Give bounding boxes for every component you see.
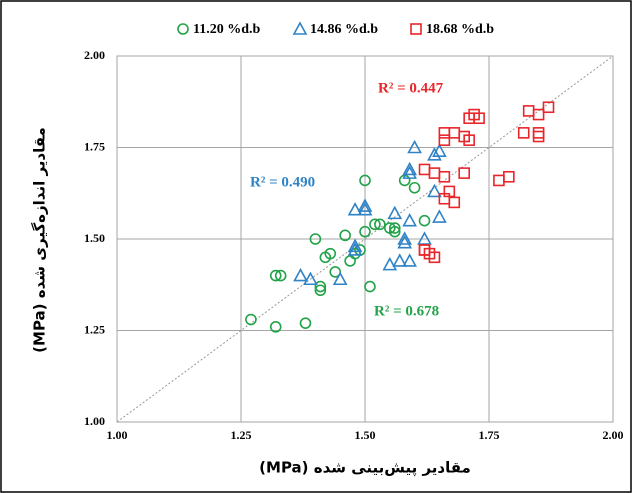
- legend-marker: [410, 23, 422, 35]
- annotation: R² = 0.490: [250, 174, 315, 190]
- point: [402, 253, 417, 267]
- point: [407, 139, 422, 154]
- x-tick-label: 1.25: [231, 428, 252, 442]
- y-axis-label: مقادیر اندازه‌گیری شده (MPa): [31, 127, 49, 353]
- point: [397, 231, 413, 245]
- point: [332, 271, 348, 286]
- x-tick-label: 1.75: [479, 428, 500, 442]
- point: [357, 198, 373, 212]
- point: [503, 170, 515, 183]
- point: [443, 185, 456, 198]
- point: [314, 280, 327, 293]
- point: [347, 238, 363, 253]
- annotation: R² = 0.678: [374, 303, 439, 319]
- x-tick-label: 2.00: [603, 428, 624, 442]
- point: [418, 214, 431, 227]
- point: [269, 269, 282, 282]
- point: [463, 134, 475, 146]
- x-tick-label: 1.50: [355, 428, 376, 442]
- point: [245, 313, 257, 326]
- point: [339, 229, 351, 242]
- legend-marker: [292, 21, 308, 35]
- point: [347, 202, 363, 216]
- legend-marker: [177, 23, 189, 35]
- y-tick-label: 1.00: [84, 414, 105, 428]
- point: [402, 165, 417, 179]
- point: [427, 183, 442, 198]
- point: [458, 167, 471, 179]
- point: [369, 218, 381, 231]
- y-tick-label: 2.00: [84, 48, 105, 62]
- point: [357, 202, 373, 216]
- point: [408, 181, 421, 194]
- point: [387, 205, 403, 220]
- point: [542, 101, 555, 114]
- point: [438, 134, 451, 146]
- point: [427, 147, 442, 161]
- point: [364, 280, 376, 293]
- point: [417, 231, 432, 245]
- annotation: R² = 0.447: [378, 80, 444, 96]
- point: [428, 251, 441, 264]
- point: [448, 196, 461, 209]
- plot-border: [116, 55, 614, 423]
- point: [359, 174, 371, 187]
- point: [473, 112, 485, 125]
- y-tick-label: 1.50: [84, 231, 105, 245]
- point: [324, 247, 337, 260]
- point: [299, 317, 312, 329]
- point: [397, 234, 413, 249]
- point: [347, 242, 363, 256]
- x-tick-label: 1.00: [107, 428, 128, 442]
- point: [269, 321, 282, 333]
- point: [374, 218, 386, 231]
- x-axis-label: مقادیر پیش‌بینی شده (MPa): [259, 459, 471, 478]
- point: [274, 269, 287, 282]
- point: [438, 170, 451, 183]
- point: [382, 256, 398, 271]
- point: [314, 284, 327, 297]
- y-tick-label: 1.75: [84, 139, 105, 153]
- legend-label: 11.20 %d.b: [193, 22, 261, 37]
- reference-line: [116, 55, 614, 423]
- point: [532, 108, 545, 121]
- point: [432, 143, 447, 157]
- point: [388, 225, 401, 238]
- point: [432, 209, 447, 223]
- y-tick-label: 1.25: [84, 322, 105, 336]
- point: [309, 233, 322, 245]
- point: [392, 253, 408, 267]
- point: [303, 271, 318, 286]
- point: [293, 267, 308, 282]
- legend-label: 14.86 %d.b: [310, 22, 378, 37]
- point: [388, 222, 401, 234]
- point: [402, 161, 417, 176]
- point: [532, 130, 545, 143]
- point: [402, 213, 417, 227]
- point: [517, 127, 530, 139]
- point: [359, 225, 371, 238]
- legend-label: 18.68 %d.b: [426, 22, 494, 37]
